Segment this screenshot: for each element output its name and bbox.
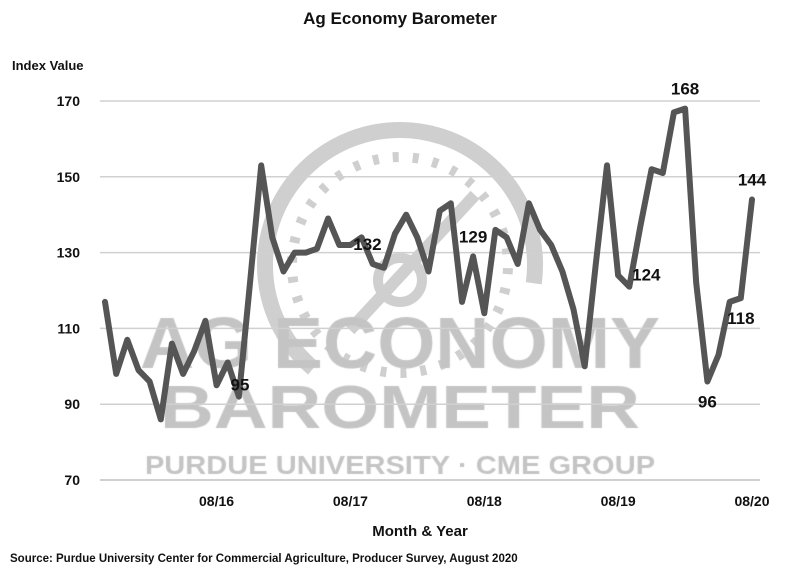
chart-title: Ag Economy Barometer	[303, 9, 497, 28]
y-tick-70: 70	[64, 472, 80, 488]
data-label-95: 95	[231, 375, 250, 394]
y-tick-170: 170	[57, 93, 81, 109]
data-label-124: 124	[632, 265, 661, 284]
y-tick-110: 110	[57, 320, 80, 336]
data-label-168: 168	[671, 80, 699, 99]
x-tick-08-17: 08/17	[333, 493, 368, 509]
x-tick-labels: 08/16 08/17 08/18 08/19 08/20	[199, 493, 770, 509]
y-tick-90: 90	[64, 396, 80, 412]
data-label-129: 129	[459, 227, 487, 246]
data-label-96: 96	[698, 392, 717, 411]
data-label-118: 118	[727, 309, 754, 328]
source-note: Source: Purdue University Center for Com…	[10, 553, 518, 565]
x-axis-label: Month & Year	[372, 523, 468, 540]
data-label-144: 144	[738, 171, 767, 190]
y-tick-labels: 70 90 110 130 150 170	[57, 93, 81, 488]
y-tick-150: 150	[57, 169, 81, 185]
data-labels: 95 132 129 124 168 96 118 144	[231, 80, 767, 412]
data-label-132: 132	[353, 235, 381, 254]
series-line	[102, 105, 755, 423]
x-tick-08-19: 08/19	[601, 493, 636, 509]
x-tick-08-18: 08/18	[467, 493, 502, 509]
x-tick-08-16: 08/16	[199, 493, 234, 509]
y-axis-label: Index Value	[12, 58, 84, 73]
y-tick-130: 130	[57, 245, 81, 261]
x-tick-08-20: 08/20	[734, 493, 769, 509]
